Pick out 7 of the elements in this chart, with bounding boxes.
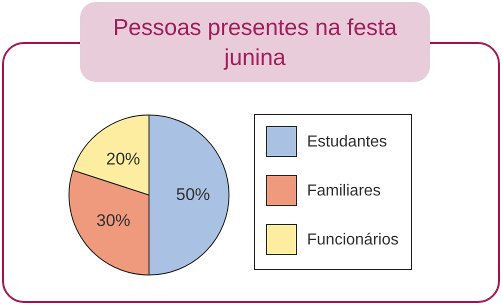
legend-label: Funcionários bbox=[307, 232, 399, 248]
data-label: 20% bbox=[106, 149, 140, 168]
legend-label: Estudantes bbox=[307, 134, 388, 150]
legend-label: Familiares bbox=[307, 182, 381, 200]
data-label: 30% bbox=[96, 210, 130, 230]
chart-title: Pessoas presentes na festa junina bbox=[80, 2, 430, 82]
data-label: 50% bbox=[176, 185, 210, 204]
